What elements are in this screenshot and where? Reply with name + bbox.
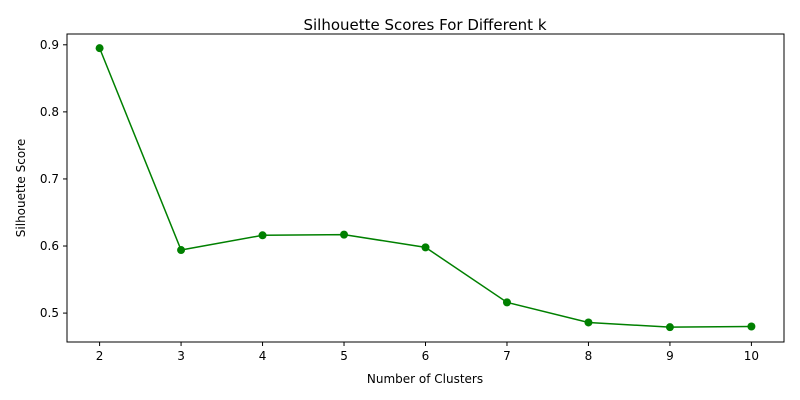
y-tick-label: 0.9 xyxy=(40,38,59,52)
data-point xyxy=(421,243,430,252)
x-tick-label: 10 xyxy=(744,349,759,363)
data-point xyxy=(95,44,104,53)
data-point xyxy=(340,230,349,239)
data-point xyxy=(747,322,756,331)
y-tick-label: 0.5 xyxy=(40,306,59,320)
x-axis: 2 3 4 5 6 7 8 9 10 xyxy=(96,342,759,363)
series-layer xyxy=(95,44,756,332)
y-tick-label: 0.6 xyxy=(40,239,59,253)
data-point xyxy=(258,231,267,240)
y-axis: 0.5 0.6 0.7 0.8 0.9 xyxy=(40,38,67,320)
x-tick-label: 4 xyxy=(259,349,267,363)
data-point xyxy=(584,318,593,327)
x-tick-label: 9 xyxy=(666,349,674,363)
x-axis-label: Number of Clusters xyxy=(367,372,483,386)
data-point xyxy=(177,246,186,255)
series-line xyxy=(98,47,752,328)
x-tick-label: 2 xyxy=(96,349,104,363)
x-tick-label: 5 xyxy=(340,349,348,363)
y-tick-label: 0.8 xyxy=(40,105,59,119)
y-tick-label: 0.7 xyxy=(40,172,59,186)
chart-title: Silhouette Scores For Different k xyxy=(303,16,546,34)
x-tick-label: 7 xyxy=(503,349,511,363)
data-point xyxy=(665,323,674,332)
plot-frame xyxy=(66,33,785,343)
data-point xyxy=(502,298,511,307)
y-axis-label: Silhouette Score xyxy=(14,139,28,237)
x-tick-label: 3 xyxy=(177,349,185,363)
x-tick-label: 8 xyxy=(585,349,593,363)
x-tick-label: 6 xyxy=(422,349,430,363)
